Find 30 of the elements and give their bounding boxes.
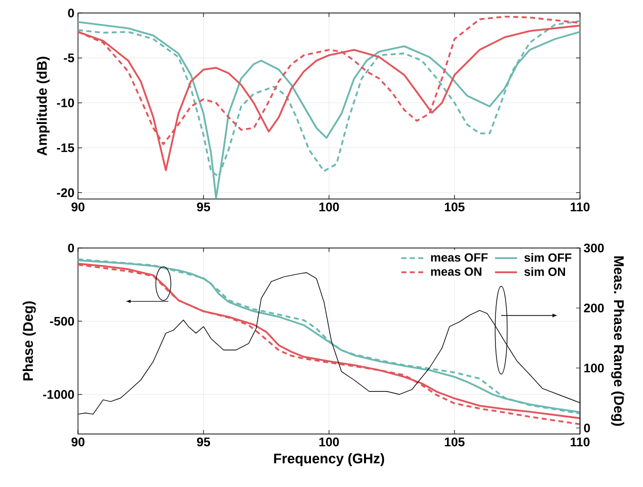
- x-tick-label: 90: [72, 202, 84, 212]
- x-tick-label: 100: [319, 202, 339, 212]
- x-tick-label: 90: [72, 438, 84, 446]
- y-tick-label: -10: [56, 98, 74, 108]
- y-tick-label: -5: [64, 54, 74, 62]
- y2-tick-label: 300: [584, 244, 604, 252]
- legend-label: meas OFF: [431, 253, 488, 262]
- x-tick-label: 105: [444, 438, 465, 446]
- x-axis-title: Frequency (GHz): [274, 453, 384, 466]
- x-tick-label: 95: [197, 202, 210, 212]
- x-tick-label: 110: [570, 438, 590, 446]
- y-tick-label: -1000: [43, 390, 74, 399]
- x-tick-label: 105: [444, 202, 465, 212]
- y2-axis-title: Meas. Phase Range (Deg): [611, 256, 624, 426]
- x-tick-label: 100: [319, 438, 339, 446]
- y2-tick-label: 0: [584, 424, 590, 432]
- y-tick-label: -500: [50, 316, 74, 326]
- y-tick-label: 0: [68, 8, 74, 18]
- y-axis-title: Amplitude (dB): [36, 56, 50, 156]
- y-tick-label: -15: [56, 143, 74, 152]
- y-tick-label: -20: [56, 188, 74, 198]
- legend-label: sim ON: [524, 267, 566, 276]
- y-tick-label: 0: [68, 244, 74, 252]
- y2-tick-label: 200: [584, 304, 604, 312]
- legend-label: meas ON: [431, 267, 482, 276]
- x-tick-label: 95: [197, 438, 210, 446]
- y2-tick-label: 100: [584, 364, 604, 372]
- x-tick-label: 110: [570, 202, 590, 212]
- legend-label: sim OFF: [524, 253, 572, 262]
- y-axis-title: Phase (Deg): [22, 301, 36, 380]
